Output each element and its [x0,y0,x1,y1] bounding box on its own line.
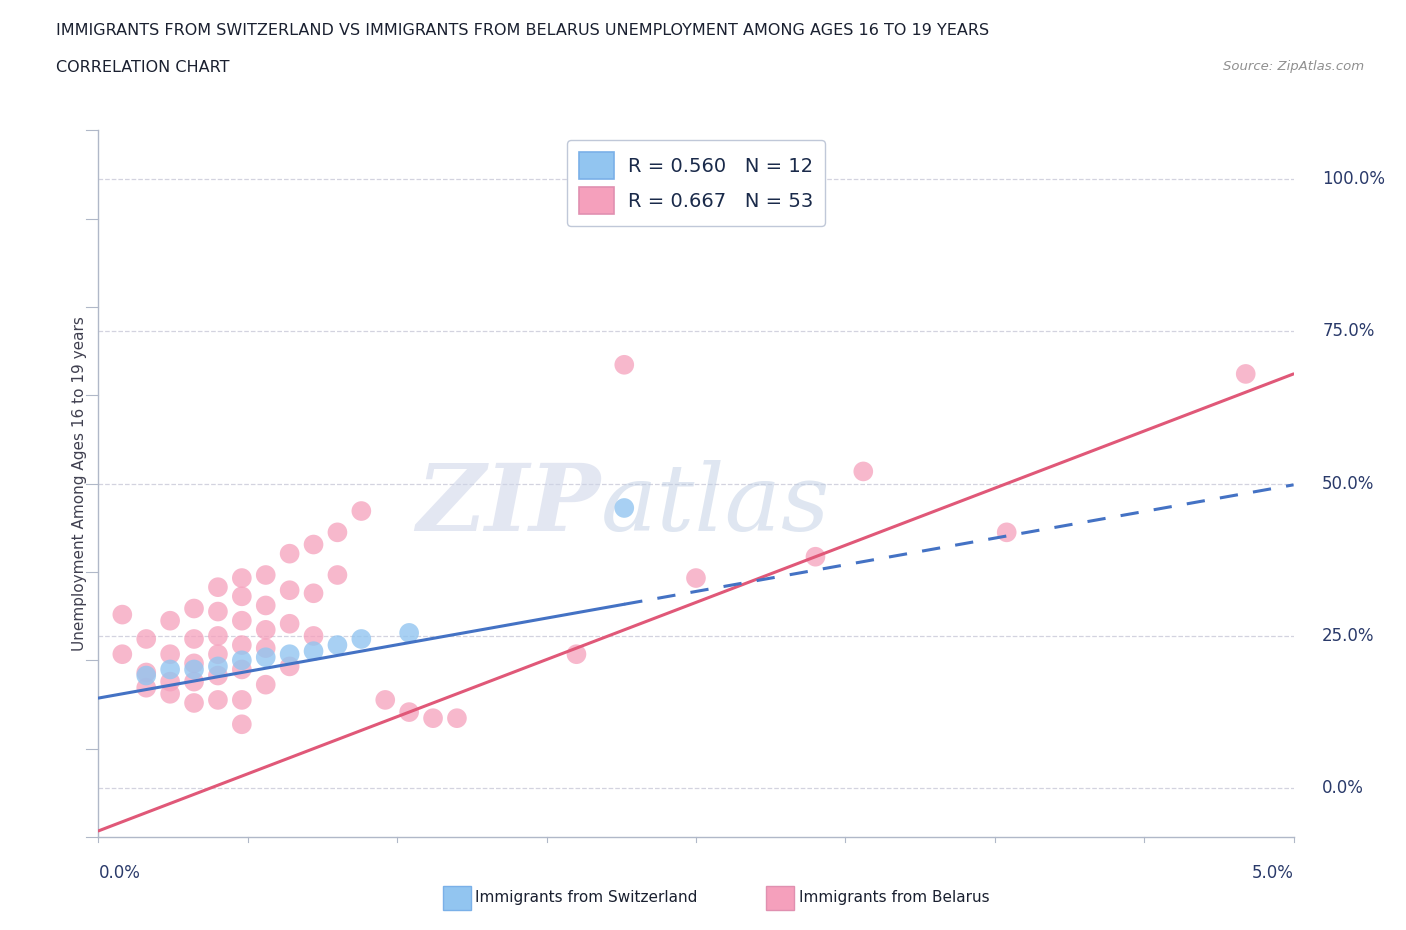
Point [183,674,205,689]
Point [278,646,301,661]
Point [207,646,229,661]
Point [231,693,253,708]
Text: Source: ZipAtlas.com: Source: ZipAtlas.com [1223,60,1364,73]
Point [278,659,301,674]
Point [207,579,229,594]
Text: 50.0%: 50.0% [1322,474,1375,493]
Point [183,662,205,677]
Point [446,711,468,725]
Point [302,538,325,552]
Text: Immigrants from Switzerland: Immigrants from Switzerland [475,890,697,905]
Point [159,674,181,689]
Point [231,638,253,653]
Point [254,650,277,665]
Text: IMMIGRANTS FROM SWITZERLAND VS IMMIGRANTS FROM BELARUS UNEMPLOYMENT AMONG AGES 1: IMMIGRANTS FROM SWITZERLAND VS IMMIGRANT… [56,23,990,38]
Point [111,646,134,661]
Point [995,525,1018,539]
Point [350,503,373,518]
Text: CORRELATION CHART: CORRELATION CHART [56,60,229,75]
Point [374,693,396,708]
Point [207,604,229,619]
Point [613,500,636,515]
Point [207,659,229,674]
Point [231,589,253,604]
Point [183,631,205,646]
Point [135,631,157,646]
Point [398,626,420,641]
Point [135,665,157,680]
Point [278,617,301,631]
Point [398,705,420,720]
Point [207,629,229,644]
Point [135,680,157,695]
Text: 25.0%: 25.0% [1322,627,1375,644]
Text: Immigrants from Belarus: Immigrants from Belarus [799,890,990,905]
Point [254,598,277,613]
Point [159,646,181,661]
Point [159,686,181,701]
Point [231,717,253,732]
Legend: R = 0.560   N = 12, R = 0.667   N = 53: R = 0.560 N = 12, R = 0.667 N = 53 [568,140,824,226]
Point [111,607,134,622]
Point [207,668,229,683]
Point [302,586,325,601]
Text: 0.0%: 0.0% [1322,779,1364,797]
Point [804,550,827,565]
Y-axis label: Unemployment Among Ages 16 to 19 years: Unemployment Among Ages 16 to 19 years [72,316,87,651]
Point [254,641,277,656]
Point [326,638,349,653]
Point [231,613,253,628]
Text: 100.0%: 100.0% [1322,170,1385,188]
Point [183,696,205,711]
Point [231,662,253,677]
Point [278,583,301,598]
Point [326,567,349,582]
Point [254,567,277,582]
Text: ZIP: ZIP [416,459,600,550]
Point [159,662,181,677]
Point [326,525,349,539]
Point [135,668,157,683]
Point [422,711,444,725]
Point [852,464,875,479]
Point [183,656,205,671]
Point [231,653,253,668]
Text: 75.0%: 75.0% [1322,323,1375,340]
Point [254,622,277,637]
Point [183,601,205,616]
Point [159,613,181,628]
Text: 0.0%: 0.0% [98,864,141,883]
Point [254,677,277,692]
Text: atlas: atlas [600,459,830,550]
Point [231,571,253,586]
Point [613,357,636,372]
Point [207,693,229,708]
Point [685,571,707,586]
Point [1234,366,1257,381]
Point [302,629,325,644]
Point [278,546,301,561]
Point [565,646,588,661]
Text: 5.0%: 5.0% [1251,864,1294,883]
Point [350,631,373,646]
Point [302,644,325,658]
